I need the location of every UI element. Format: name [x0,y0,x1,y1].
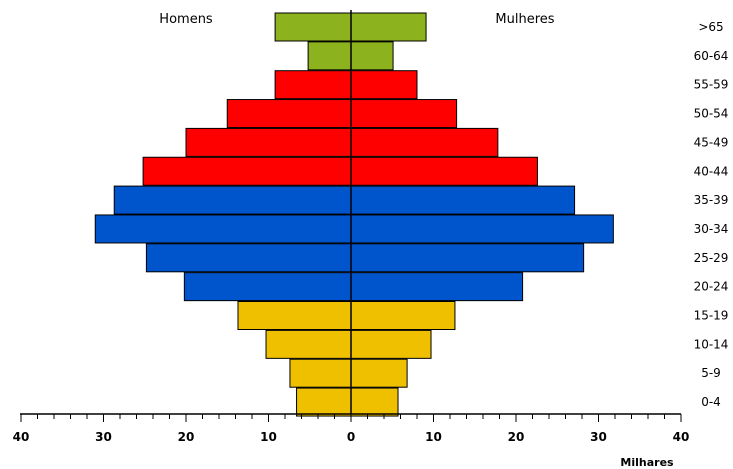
bar-homens-55-59 [274,70,352,100]
x-axis: 40 30 20 10 0 10 20 30 40 [13,413,690,444]
age-label-25-29: 25-29 [694,251,729,265]
bar-mulheres-30-34 [350,214,614,244]
age-label-50-54: 50-54 [694,107,729,121]
x-tick-label: 20 [178,430,195,444]
bar-homens-60-64 [307,41,352,71]
bar-homens-0-4 [296,387,352,417]
bar-mulheres-50-54 [350,99,458,129]
x-tick-label: 40 [673,430,690,444]
age-group-labels: >65 60-64 55-59 50-54 45-49 40-44 35-39 30-34 25… [694,20,729,409]
x-axis-title: Milhares [620,456,674,469]
bar-mulheres-40-44 [350,156,538,186]
age-label-0-4: 0-4 [701,395,721,409]
age-label-20-24: 20-24 [694,280,729,294]
bar-mulheres-55-59 [350,70,418,100]
age-label-35-39: 35-39 [694,193,729,207]
bar-homens-50-54 [226,99,352,129]
bar-mulheres-0-4 [350,387,399,417]
x-tick-label: 10 [425,430,442,444]
bar-homens-30-34 [94,214,352,244]
age-label-10-14: 10-14 [694,337,729,351]
age-label->65: >65 [698,20,723,34]
bar-homens-15-19 [237,301,352,330]
bar-homens-40-44 [142,156,352,186]
bar-mulheres-60-64 [350,41,394,71]
bar-mulheres-20-24 [350,272,524,302]
series-label-homens: Homens [159,12,213,27]
bars-layer [94,12,614,417]
bar-mulheres-45-49 [350,127,499,157]
x-tick-label: 20 [508,430,525,444]
x-tick-label: 10 [260,430,277,444]
bar-mulheres-5-9 [350,358,408,388]
x-tick-label: 30 [590,430,607,444]
bar-mulheres-10-14 [350,329,432,359]
age-label-55-59: 55-59 [694,78,729,92]
bar-homens-35-39 [113,185,352,215]
bar-mulheres->65 [350,12,427,42]
x-tick-label: 40 [13,430,30,444]
bar-homens-25-29 [145,243,352,273]
bar-mulheres-35-39 [350,185,576,215]
bar-mulheres-15-19 [350,301,456,330]
bar-homens->65 [274,12,352,42]
series-label-mulheres: Mulheres [495,12,554,27]
age-label-40-44: 40-44 [694,164,729,178]
x-tick-label: 30 [95,430,112,444]
age-label-45-49: 45-49 [694,135,729,149]
bar-mulheres-25-29 [350,243,585,273]
age-label-30-34: 30-34 [694,222,729,236]
bar-homens-5-9 [289,358,352,388]
bar-homens-10-14 [265,329,352,359]
bar-homens-45-49 [185,127,352,157]
bar-homens-20-24 [183,272,352,302]
age-label-5-9: 5-9 [701,366,721,380]
age-label-60-64: 60-64 [694,49,729,63]
age-label-15-19: 15-19 [694,309,729,323]
x-tick-label: 0 [347,430,355,444]
